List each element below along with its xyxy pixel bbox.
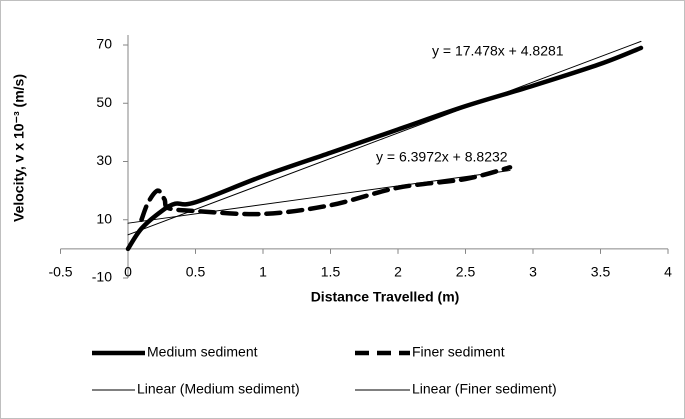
y-tick-label: 30 [96, 152, 112, 168]
series-line [127, 169, 511, 224]
legend-label: Linear (Medium sediment) [137, 381, 300, 397]
x-tick-label: 2.5 [456, 264, 476, 280]
series-line [125, 45, 644, 252]
x-tick-label: 3.5 [591, 264, 611, 280]
series-line [139, 165, 513, 222]
legend-label: Linear (Finer sediment) [412, 381, 557, 397]
x-tick-label: 1 [259, 264, 267, 280]
x-tick-label: 2 [394, 264, 402, 280]
annotation: y = 6.3972x + 8.8232 [376, 149, 508, 165]
x-tick-label: -0.5 [48, 264, 72, 280]
x-tick-label: 0.5 [186, 264, 206, 280]
legend-label: Finer sediment [412, 344, 505, 360]
y-tick-label: 10 [96, 210, 112, 226]
annotation: y = 17.478x + 4.8281 [432, 43, 564, 59]
x-tick-label: 3 [529, 264, 537, 280]
legend-label: Medium sediment [147, 344, 258, 360]
y-tick-label: 50 [96, 94, 112, 110]
x-tick-label: 0 [124, 264, 132, 280]
x-tick-label: 1.5 [321, 264, 341, 280]
y-tick-label: -10 [92, 269, 112, 285]
y-axis-title: Velocity, v x 10⁻³ (m/s) [11, 74, 27, 222]
x-axis-title: Distance Travelled (m) [311, 289, 460, 305]
y-tick-label: 70 [96, 36, 112, 52]
x-tick-label: 4 [664, 264, 672, 280]
